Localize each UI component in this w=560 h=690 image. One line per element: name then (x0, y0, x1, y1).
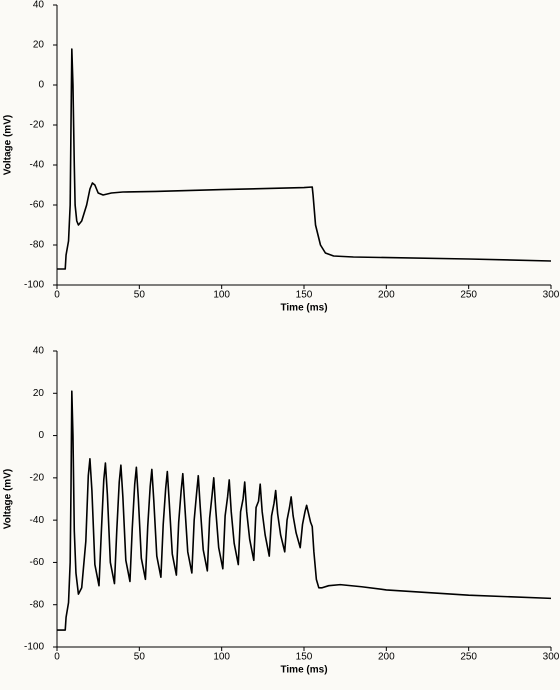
y-axis-title: Voltage (mV) (3, 115, 14, 175)
y-tick-label: -100 (24, 280, 44, 291)
voltage-line (57, 390, 552, 631)
y-tick-label: -20 (30, 120, 45, 131)
x-axis-title: Time (ms) (280, 303, 327, 314)
y-tick-label: 20 (33, 388, 45, 399)
x-tick-label: 200 (378, 652, 395, 663)
y-tick-label: -40 (30, 160, 45, 171)
x-tick-label: 250 (460, 652, 477, 663)
y-tick-label: 20 (33, 40, 45, 51)
x-tick-label: 150 (296, 652, 313, 663)
y-tick-label: -60 (30, 200, 45, 211)
x-tick-label: 250 (460, 290, 477, 301)
y-axis-title: Voltage (mV) (3, 469, 14, 529)
y-tick-label: -60 (30, 557, 45, 568)
x-tick-label: 100 (213, 652, 230, 663)
y-tick-label: 40 (33, 0, 45, 11)
x-tick-label: 200 (378, 290, 395, 301)
y-tick-label: -40 (30, 515, 45, 526)
x-tick-label: 300 (543, 290, 560, 301)
x-tick-label: 50 (134, 652, 146, 663)
x-axis-title: Time (ms) (280, 665, 327, 676)
x-tick-label: 0 (54, 652, 60, 663)
x-tick-label: 100 (213, 290, 230, 301)
y-tick-label: 0 (38, 80, 44, 91)
y-tick-label: -100 (24, 642, 44, 653)
x-tick-label: 50 (134, 290, 146, 301)
y-tick-label: -80 (30, 599, 45, 610)
x-tick-label: 0 (54, 290, 60, 301)
y-tick-label: 40 (33, 346, 45, 357)
y-tick-label: 0 (38, 430, 44, 441)
x-tick-label: 150 (296, 290, 313, 301)
y-tick-label: -20 (30, 472, 45, 483)
y-tick-label: -80 (30, 240, 45, 251)
voltage-line (57, 48, 552, 270)
x-tick-label: 300 (543, 652, 560, 663)
